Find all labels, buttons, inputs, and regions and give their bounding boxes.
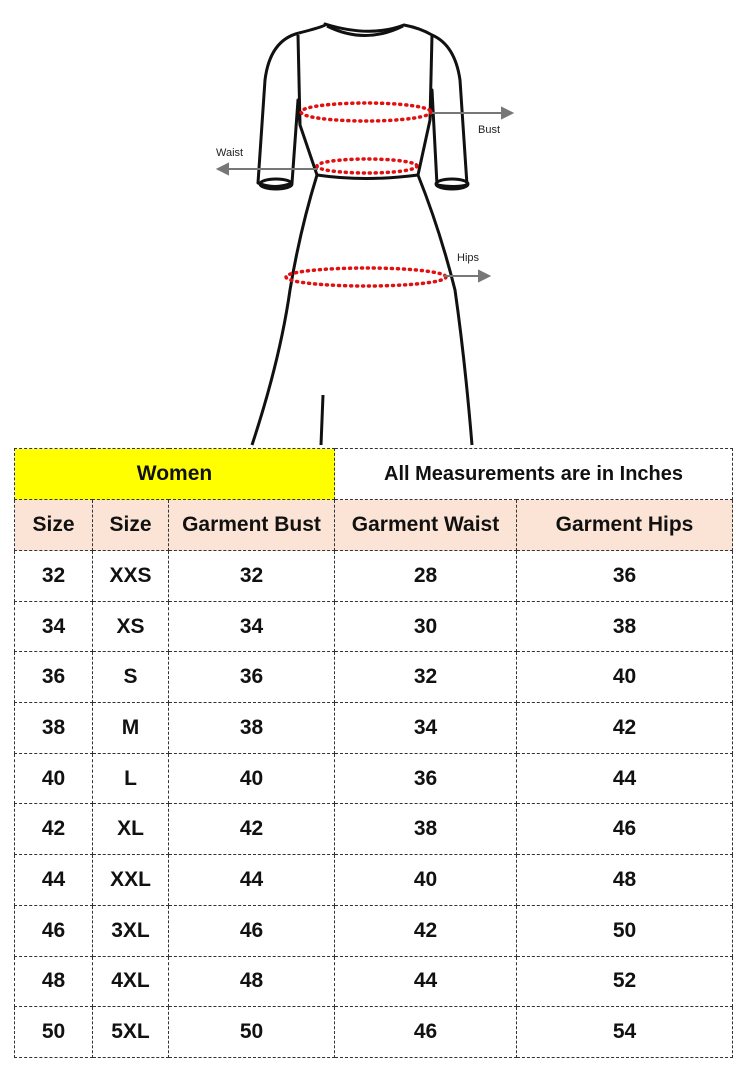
table-cell: XXL bbox=[92, 854, 169, 906]
table-cell: 46 bbox=[14, 904, 93, 957]
table-cell: 46 bbox=[515, 803, 734, 856]
table-cell: 40 bbox=[168, 752, 335, 805]
table-cell: 32 bbox=[168, 550, 335, 602]
table-cell: 44 bbox=[168, 854, 335, 906]
table-cell: 48 bbox=[14, 955, 93, 1008]
title-row: Women All Measurements are in Inches bbox=[14, 448, 734, 500]
column-header: Garment Waist bbox=[334, 499, 517, 551]
table-cell: 42 bbox=[515, 702, 734, 754]
table-row: 50 5XL 50 46 54 bbox=[14, 1006, 734, 1058]
table-cell: 32 bbox=[14, 550, 93, 602]
table-cell: 38 bbox=[515, 600, 734, 653]
table-cell: S bbox=[92, 651, 169, 704]
table-cell: 32 bbox=[334, 651, 517, 704]
column-header: Garment Bust bbox=[168, 499, 335, 551]
table-row: 42 XL 42 38 46 bbox=[14, 803, 734, 856]
table-row: 44 XXL 44 40 48 bbox=[14, 854, 734, 906]
header-row: Size Size Garment Bust Garment Waist Garment… bbox=[14, 499, 734, 551]
size-chart-table: Women All Measurements are in Inches Siz… bbox=[14, 448, 734, 1058]
table-cell: 42 bbox=[334, 904, 517, 957]
table-cell: 40 bbox=[14, 752, 93, 805]
table-cell: 40 bbox=[334, 854, 517, 906]
table-row: 36 S 36 32 40 bbox=[14, 651, 734, 704]
table-cell: 38 bbox=[168, 702, 335, 754]
table-cell: 46 bbox=[168, 904, 335, 957]
table-cell: 50 bbox=[515, 904, 734, 957]
table-cell: 36 bbox=[14, 651, 93, 704]
table-row: 32 XXS 32 28 36 bbox=[14, 550, 734, 602]
table-cell: 44 bbox=[334, 955, 517, 1008]
waist-label: Waist bbox=[216, 147, 244, 159]
table-cell: 5XL bbox=[92, 1006, 169, 1058]
table-cell: 50 bbox=[14, 1006, 93, 1058]
table-cell: L bbox=[92, 752, 169, 805]
table-cell: 34 bbox=[334, 702, 517, 754]
table-cell: 42 bbox=[168, 803, 335, 856]
table-cell: 44 bbox=[515, 752, 734, 805]
table-row: 34 XS 34 30 38 bbox=[14, 600, 734, 653]
table-cell: XS bbox=[92, 600, 169, 653]
table-cell: 3XL bbox=[92, 904, 169, 957]
table-cell: 30 bbox=[334, 600, 517, 653]
table-cell: 44 bbox=[14, 854, 93, 906]
table-cell: 28 bbox=[334, 550, 517, 602]
table-cell: 42 bbox=[14, 803, 93, 856]
dress-outline bbox=[298, 22, 474, 446]
table-cell: 50 bbox=[168, 1006, 335, 1058]
table-cell: 54 bbox=[515, 1006, 734, 1058]
table-row: 38 M 38 34 42 bbox=[14, 702, 734, 754]
table-cell: XXS bbox=[92, 550, 169, 602]
bust-label: Bust bbox=[478, 124, 501, 136]
hips-label: Hips bbox=[457, 252, 480, 264]
column-header: Garment Hips bbox=[515, 499, 734, 551]
table-cell: 48 bbox=[515, 854, 734, 906]
column-header: Size bbox=[92, 499, 169, 551]
table-cell: M bbox=[92, 702, 169, 754]
table-cell: 4XL bbox=[92, 955, 169, 1008]
table-cell: 40 bbox=[515, 651, 734, 704]
table-cell: XL bbox=[92, 803, 169, 856]
dress-illustration bbox=[215, 22, 515, 446]
table-cell: 38 bbox=[334, 803, 517, 856]
table-row: 46 3XL 46 42 50 bbox=[14, 904, 734, 957]
units-note: All Measurements are in Inches bbox=[333, 448, 734, 500]
column-header: Size bbox=[14, 499, 93, 551]
table-cell: 36 bbox=[515, 550, 734, 602]
table-row: 40 L 40 36 44 bbox=[14, 752, 734, 805]
table-cell: 34 bbox=[14, 600, 93, 653]
table-cell: 36 bbox=[168, 651, 335, 704]
table-cell: 52 bbox=[515, 955, 734, 1008]
women-title: Women bbox=[14, 448, 335, 500]
table-cell: 38 bbox=[14, 702, 93, 754]
table-cell: 34 bbox=[168, 600, 335, 653]
table-cell: 48 bbox=[168, 955, 335, 1008]
table-cell: 36 bbox=[334, 752, 517, 805]
table-row: 48 4XL 48 44 52 bbox=[14, 955, 734, 1008]
table-cell: 46 bbox=[334, 1006, 517, 1058]
